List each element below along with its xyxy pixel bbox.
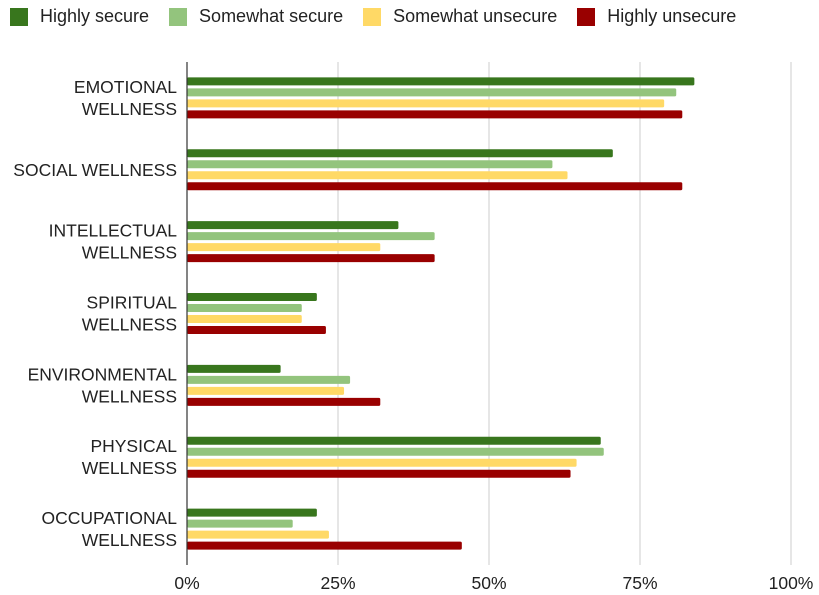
bar [187,88,677,97]
legend: Highly secure Somewhat secure Somewhat uns… [10,6,756,27]
bar [187,541,462,550]
legend-label: Somewhat unsecure [393,6,558,26]
bar [187,243,381,252]
x-tick-label: 0% [174,573,199,593]
bar [187,397,381,406]
bar [187,519,293,528]
legend-swatch [169,7,188,26]
legend-swatch [577,7,596,26]
category-label: EMOTIONAL [74,77,177,97]
bar [187,171,568,180]
legend-swatch [10,7,28,26]
bar [187,182,683,191]
bar [187,254,435,263]
category-label: WELLNESS [82,315,177,335]
category-label: SOCIAL WELLNESS [13,160,177,180]
bar [187,160,553,169]
bar [187,232,435,241]
category-label: WELLNESS [82,386,177,406]
bar [187,221,399,230]
bar [187,315,302,323]
x-tick-label: 50% [471,573,506,593]
bar [187,149,613,158]
bar [187,304,302,312]
x-tick-label: 100% [769,573,814,593]
legend-label: Highly unsecure [607,6,737,26]
bar [187,326,326,334]
legend-swatch [363,7,382,26]
bar [187,530,329,539]
category-label: SPIRITUAL [87,293,178,313]
bar [187,293,317,301]
bar [187,110,683,119]
bar [187,508,317,517]
category-label: ENVIRONMENTAL [28,364,178,384]
legend-item: Highly secure [10,6,149,27]
bar [187,458,577,467]
category-label: WELLNESS [82,243,177,263]
category-label: OCCUPATIONAL [42,508,178,528]
bar [187,375,351,384]
bar [187,436,601,445]
category-label: INTELLECTUAL [49,221,178,241]
category-label: WELLNESS [82,530,177,550]
legend-label: Highly secure [40,6,150,26]
legend-item: Highly unsecure [577,6,736,27]
bar [187,386,345,395]
bar [187,364,281,373]
legend-label: Somewhat secure [199,6,344,26]
legend-item: Somewhat unsecure [363,6,557,27]
category-label: WELLNESS [82,458,177,478]
bar [187,469,571,478]
x-tick-label: 25% [320,573,355,593]
x-tick-label: 75% [622,573,657,593]
bar [187,447,604,456]
category-label: WELLNESS [82,99,177,119]
legend-item: Somewhat secure [169,6,343,27]
category-label: PHYSICAL [90,436,177,456]
bar [187,99,665,108]
bar [187,77,695,86]
